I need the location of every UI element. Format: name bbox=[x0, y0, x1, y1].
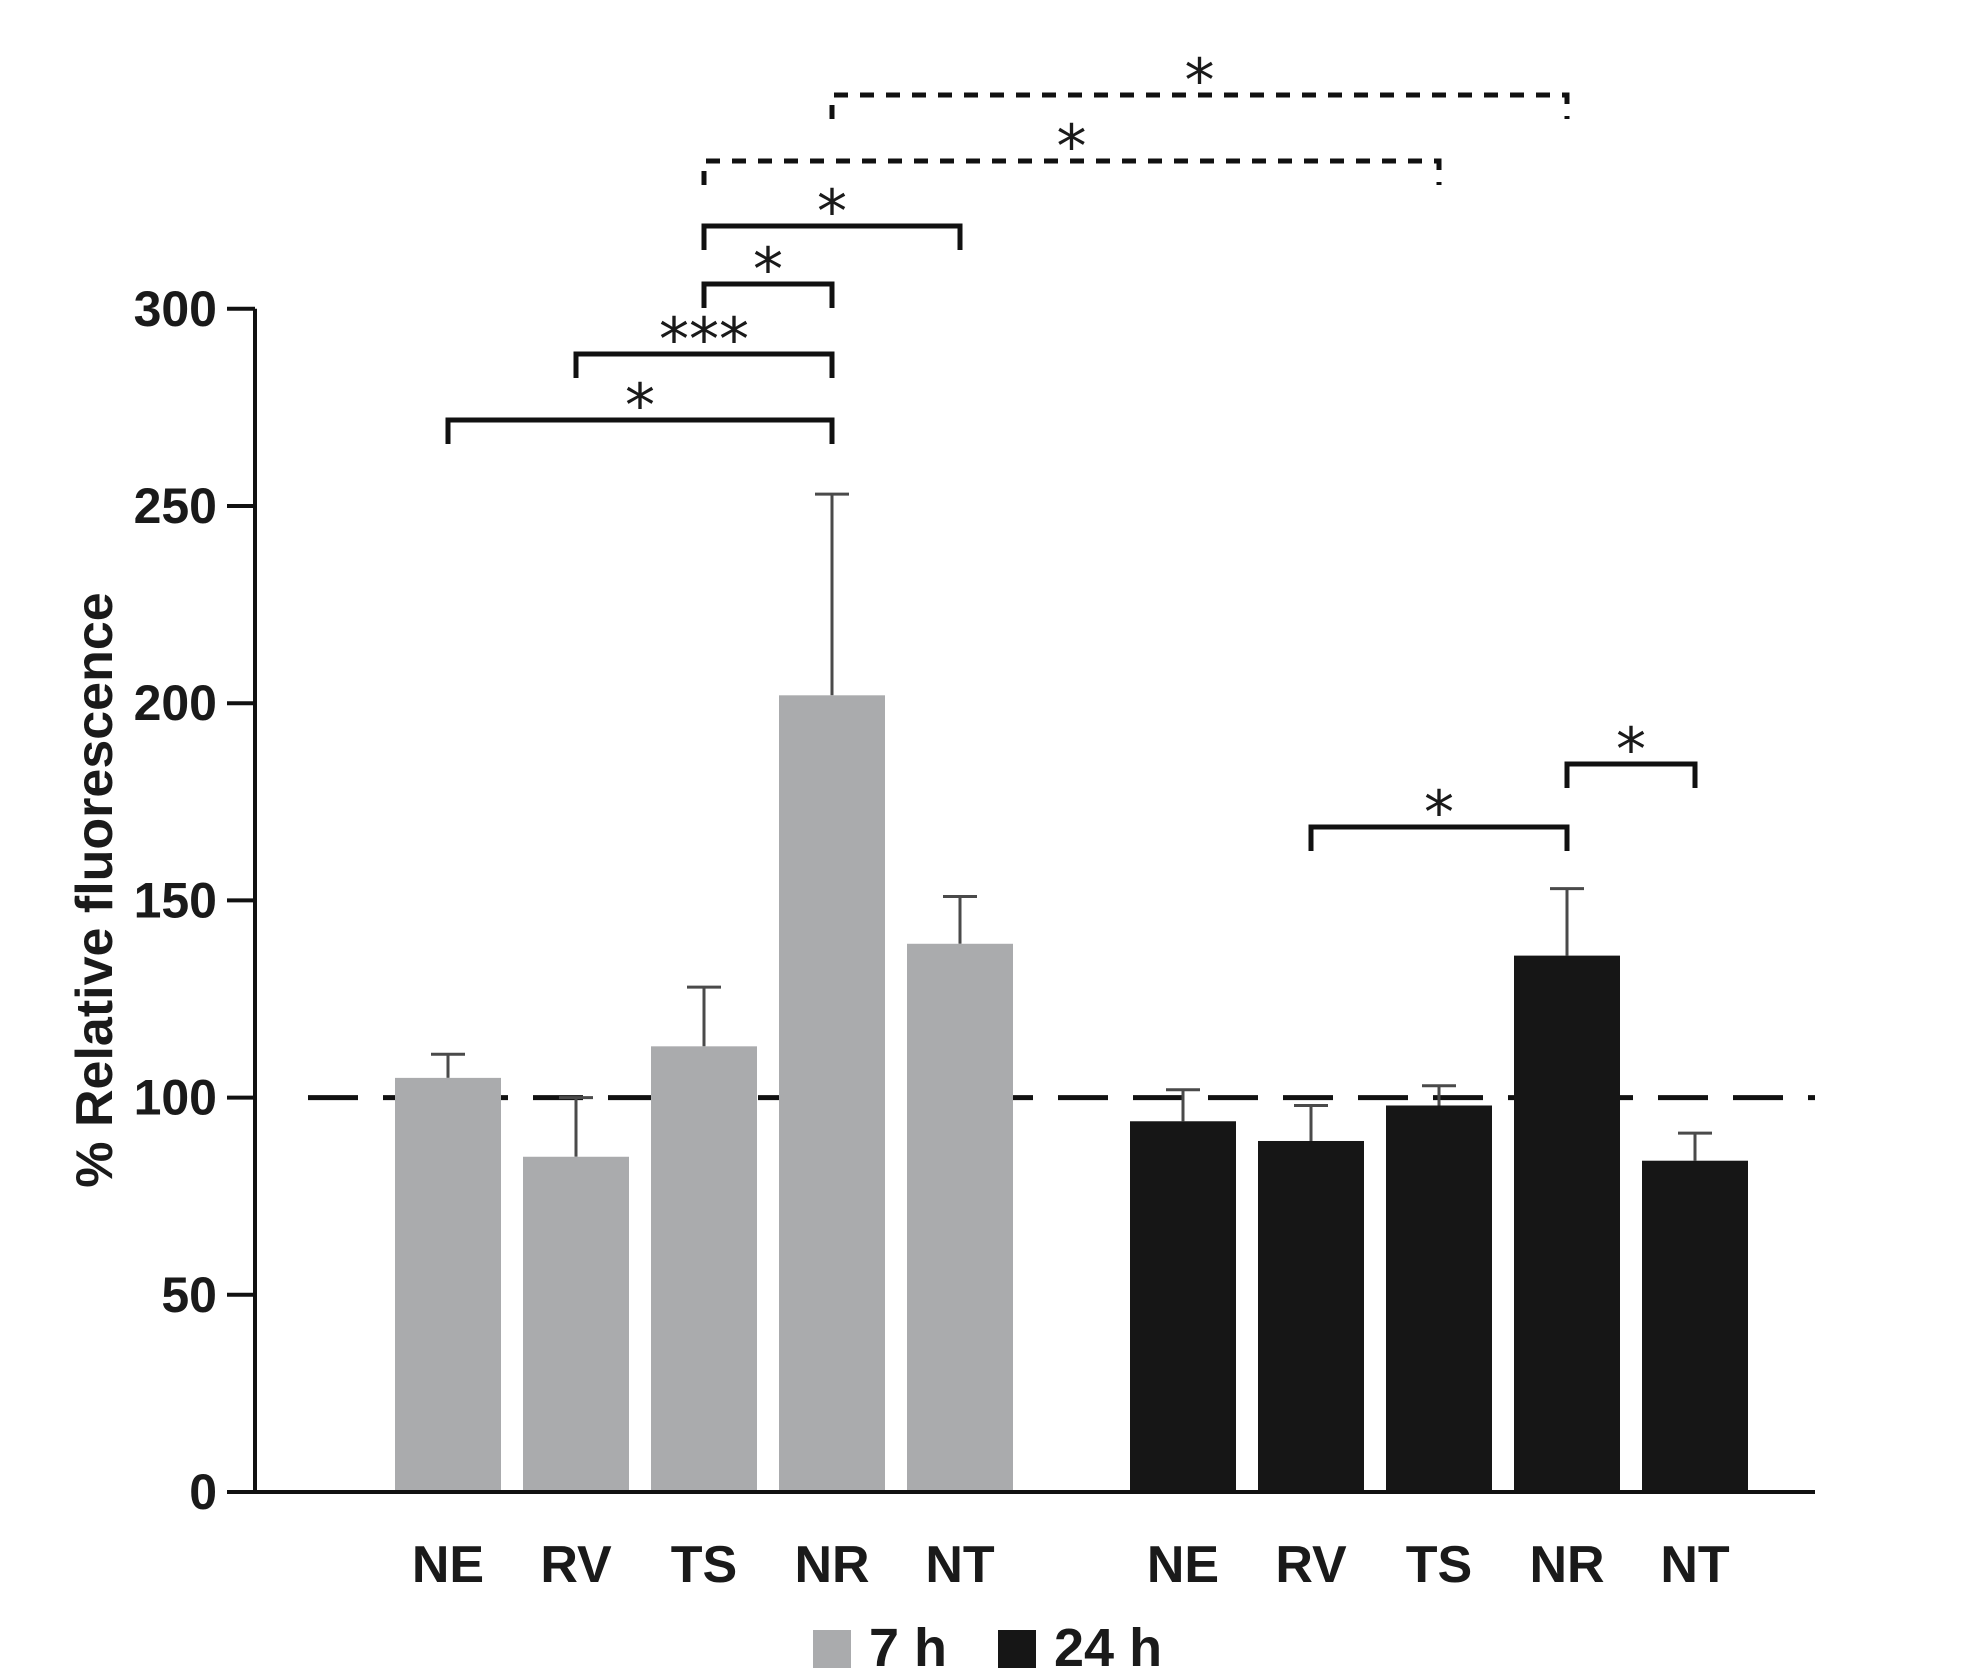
y-tick-label-50: 50 bbox=[161, 1267, 217, 1323]
sig-bracket-3-label: * bbox=[817, 177, 847, 247]
bar-7h-NE bbox=[395, 1077, 501, 1492]
sig-bracket-4-label: * bbox=[1057, 112, 1087, 182]
x-tick-label-24h-NT: NT bbox=[1660, 1536, 1730, 1594]
sig-bracket-3 bbox=[701, 223, 963, 250]
y-tick-label-150: 150 bbox=[134, 872, 217, 928]
sig-bracket-5-label: * bbox=[1185, 46, 1215, 116]
sig-bracket-7-label: * bbox=[1616, 715, 1646, 785]
sig-bracket-4 bbox=[701, 158, 1442, 185]
bar-7h-NT bbox=[907, 943, 1013, 1492]
bar-7h-RV bbox=[523, 1156, 629, 1492]
bar-24h-NT bbox=[1642, 1160, 1748, 1492]
sig-bracket-1 bbox=[573, 351, 835, 378]
x-tick-label-7h-NT: NT bbox=[925, 1536, 995, 1594]
x-tick-label-24h-RV: RV bbox=[1275, 1536, 1347, 1594]
x-tick-label-7h-NE: NE bbox=[412, 1536, 484, 1594]
x-tick-label-24h-NR: NR bbox=[1529, 1536, 1604, 1594]
sig-bracket-5 bbox=[829, 92, 1570, 119]
bar-7h-NR bbox=[779, 695, 885, 1492]
sig-bracket-0 bbox=[445, 417, 835, 444]
x-tick-label-24h-NE: NE bbox=[1147, 1536, 1219, 1594]
legend-swatch-24h bbox=[998, 1630, 1036, 1668]
sig-bracket-6 bbox=[1308, 824, 1570, 851]
sig-bracket-2-label: * bbox=[753, 235, 783, 305]
sig-bracket-0-label: * bbox=[625, 371, 655, 441]
y-tick-label-300: 300 bbox=[134, 281, 217, 337]
bar-24h-TS bbox=[1386, 1105, 1492, 1492]
y-axis-label: % Relative fluorescence bbox=[66, 592, 124, 1187]
sig-bracket-6-label: * bbox=[1424, 778, 1454, 848]
sig-bracket-2 bbox=[701, 281, 835, 308]
y-tick-label-0: 0 bbox=[189, 1464, 217, 1520]
legend-label-24h: 24 h bbox=[1054, 1618, 1162, 1673]
bar-24h-NR bbox=[1514, 955, 1620, 1492]
x-tick-label-7h-TS: TS bbox=[671, 1536, 737, 1594]
legend-label-7h: 7 h bbox=[869, 1618, 947, 1673]
x-tick-label-7h-NR: NR bbox=[794, 1536, 869, 1594]
x-tick-label-24h-TS: TS bbox=[1406, 1536, 1472, 1594]
y-tick-label-250: 250 bbox=[134, 478, 217, 534]
y-tick-label-100: 100 bbox=[134, 1070, 217, 1126]
y-tick-label-200: 200 bbox=[134, 675, 217, 731]
bar-24h-NE bbox=[1130, 1121, 1236, 1492]
bar-7h-TS bbox=[651, 1046, 757, 1492]
sig-bracket-7 bbox=[1564, 761, 1698, 788]
legend-swatch-7h bbox=[813, 1630, 851, 1668]
x-tick-label-7h-RV: RV bbox=[540, 1536, 612, 1594]
sig-bracket-1-label: *** bbox=[659, 305, 749, 375]
bar-24h-RV bbox=[1258, 1140, 1364, 1492]
